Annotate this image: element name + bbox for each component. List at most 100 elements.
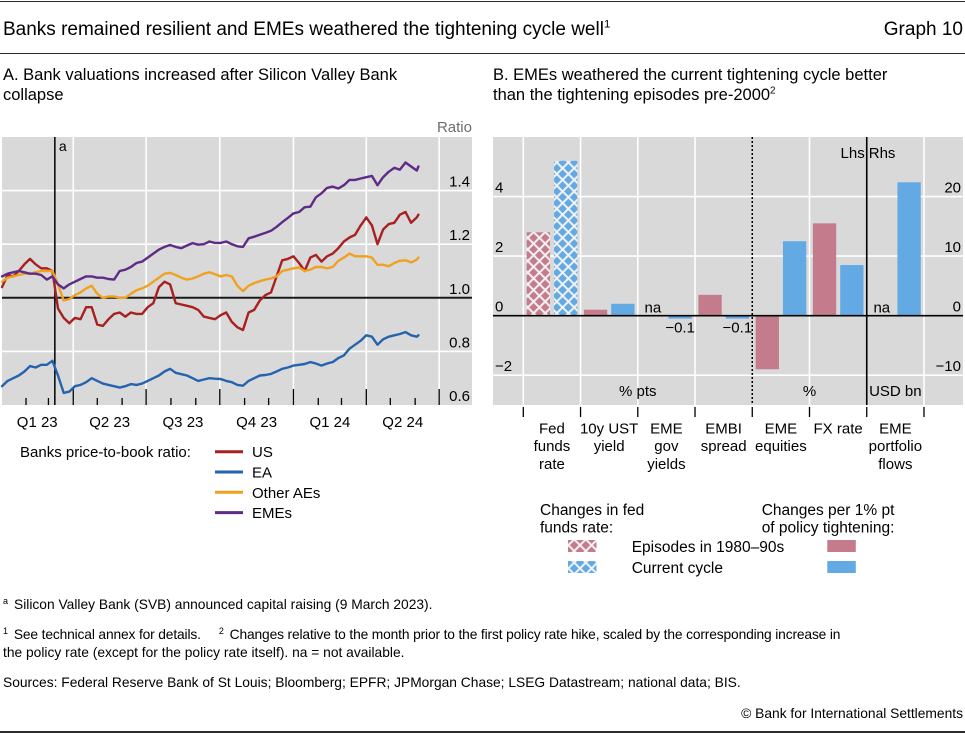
category-label: funds: [534, 438, 571, 455]
panel-a-title-line2: collapse: [3, 85, 64, 104]
footnote-1-text: See technical annex for details.: [13, 627, 201, 642]
y-tick-label: 1.2: [449, 227, 470, 244]
bar-current-cycle-eme-equities: [782, 241, 807, 316]
series-line-emes: [0, 161, 420, 290]
y-tick-label-rhs: −10: [936, 358, 961, 375]
y-tick-label: 1.4: [449, 174, 470, 191]
y-axis-unit-label: Ratio: [437, 119, 472, 136]
unit-label: USD bn: [869, 383, 922, 400]
legend-title-hatched: Changes in fed: [540, 502, 644, 519]
x-tick-label: Q3 23: [163, 414, 204, 431]
panel-b-title-line1: B. EMEs weathered the current tightening…: [493, 66, 888, 84]
panel-b-title-footnote-marker: 2: [770, 85, 776, 97]
legend-title: Banks price-to-book ratio:: [20, 444, 191, 461]
category-label: EME: [879, 421, 912, 438]
x-tick-label: Q4 23: [236, 414, 277, 431]
category-label: spread: [701, 438, 747, 455]
header-rule: [0, 52, 965, 54]
category-label: gov: [654, 438, 679, 455]
y-tick-label-rhs: 10: [944, 239, 961, 256]
footnote-1-marker: 1: [3, 626, 8, 636]
footnote-2-text-line1: Changes relative to the month prior to t…: [229, 627, 841, 642]
series-line-ea: [0, 330, 420, 395]
legend-a: Banks price-to-book ratio: US EA Other AEs E…: [20, 444, 320, 522]
legend-label-episodes-in-1980-90s: Episodes in 1980–90s: [632, 539, 785, 556]
y-tick-label-lhs: 0: [495, 299, 503, 316]
graph-number: Graph 10: [883, 19, 963, 40]
figure-title-footnote-marker: 1: [603, 18, 611, 31]
panel-a-title-line1: A. Bank valuations increased after Silic…: [3, 66, 398, 84]
category-label: EME: [765, 421, 798, 438]
footnote-a-marker: a: [3, 596, 9, 606]
bar-current-cycle-fed-funds-rate: [554, 160, 578, 316]
footnote-a-text: Silicon Valley Bank (SVB) announced capi…: [14, 597, 433, 612]
bar-episodes-in-1980-90s-eme-equities: [755, 315, 779, 370]
bar-current-cycle-eme-portfolio-flows: [897, 182, 921, 316]
bar-current-cycle-embi-spread: [725, 315, 750, 319]
category-label: portfolio: [869, 438, 922, 455]
bar-episodes-in-1980-90s-embi-spread: [698, 294, 722, 316]
x-tick-label: Q2 23: [89, 414, 130, 431]
bar-episodes-in-1980-90s-10y-ust-yield: [583, 309, 608, 316]
legend-label-current-cycle: Current cycle: [632, 560, 723, 577]
y-tick-label: 0.6: [449, 388, 470, 405]
data-label: na: [873, 300, 890, 317]
figure-title: Banks remained resilient and EMEs weathe…: [3, 19, 610, 41]
y-tick-label-lhs: 2: [495, 239, 503, 256]
x-tick-label: Q1 23: [17, 414, 58, 431]
legend-label-ea: EA: [252, 465, 272, 482]
footnote-2-text-line2: the policy rate (except for the policy r…: [3, 645, 405, 660]
panel-b-title-line2: than the tightening episodes pre-2000: [493, 85, 771, 104]
legend-label-emes: EMEs: [252, 505, 292, 522]
panel-b-title: B. EMEs weathered the current tightening…: [493, 66, 887, 105]
bar-episodes-in-1980-90s-fed-funds-rate: [526, 232, 550, 316]
bottom-rule: [0, 731, 965, 733]
data-label: −0.1: [723, 320, 753, 337]
y-tick-label-lhs: 4: [495, 180, 503, 197]
category-label: yields: [647, 456, 685, 473]
y-tick-label: 0.8: [449, 334, 470, 351]
legend-title-hatched: funds rate:: [540, 520, 613, 537]
figure-title-text: Banks remained resilient and EMEs weathe…: [3, 19, 604, 40]
category-label: rate: [539, 456, 565, 473]
unit-label: %: [803, 383, 816, 400]
category-label: flows: [878, 456, 912, 473]
bar-current-cycle-10y-ust-yield: [611, 303, 635, 316]
series-line-us: [0, 210, 420, 332]
footnote-a: a Silicon Valley Bank (SVB) announced cap…: [3, 590, 432, 616]
data-label: −0.1: [665, 320, 695, 337]
category-label: equities: [755, 438, 807, 455]
copyright-note: © Bank for International Settlements: [741, 706, 963, 721]
legend-label-other-aes: Other AEs: [252, 485, 320, 502]
plot-area-a: [2, 137, 472, 405]
y-tick-label-rhs: 20: [944, 180, 961, 197]
y-tick-label-rhs: 0: [953, 299, 961, 316]
series-line-other-aes: [0, 252, 420, 302]
axis-label-lhs: Lhs: [841, 145, 865, 162]
category-label: EMBI: [705, 421, 742, 438]
x-tick-label: Q2 24: [382, 414, 423, 431]
panel-b-title-line2-wrap: than the tightening episodes pre-20002: [493, 86, 887, 106]
category-label: FX rate: [814, 421, 863, 438]
unit-label: % pts: [619, 383, 657, 400]
legend-title-solid: of policy tightening:: [762, 520, 895, 537]
x-tick-label: Q1 24: [309, 414, 350, 431]
data-label: na: [644, 300, 661, 317]
panel-a-title: A. Bank valuations increased after Silic…: [3, 66, 397, 105]
event-label: a: [59, 138, 67, 154]
legend-swatch-hatched-episodes-in-1980-90s: [568, 540, 597, 552]
top-rule: [0, 0, 965, 2]
charts-canvas: a 0.6 0.8 1.0 1.2 1.4 Ratio Q1 23 Q2 23 Q3 23 Q4 2…: [0, 119, 963, 577]
category-label: 10y UST: [580, 421, 638, 438]
sources-note: Sources: Federal Reserve Bank of St Loui…: [3, 675, 741, 690]
category-label: EME: [650, 421, 683, 438]
category-label: Fed: [539, 421, 565, 438]
footnote-notes-line1: 1 See technical annex for details. 2 Change…: [3, 620, 840, 646]
bar-current-cycle-fx-rate: [840, 265, 864, 316]
bar-current-cycle-eme-gov-yields: [668, 315, 692, 319]
legend-swatch-hatched-current-cycle: [568, 561, 597, 573]
category-label: yield: [594, 438, 625, 455]
axis-label-rhs: Rhs: [869, 145, 896, 162]
bar-episodes-in-1980-90s-fx-rate: [812, 223, 837, 316]
